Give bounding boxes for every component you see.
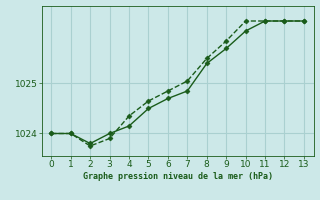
X-axis label: Graphe pression niveau de la mer (hPa): Graphe pression niveau de la mer (hPa)	[83, 172, 273, 181]
